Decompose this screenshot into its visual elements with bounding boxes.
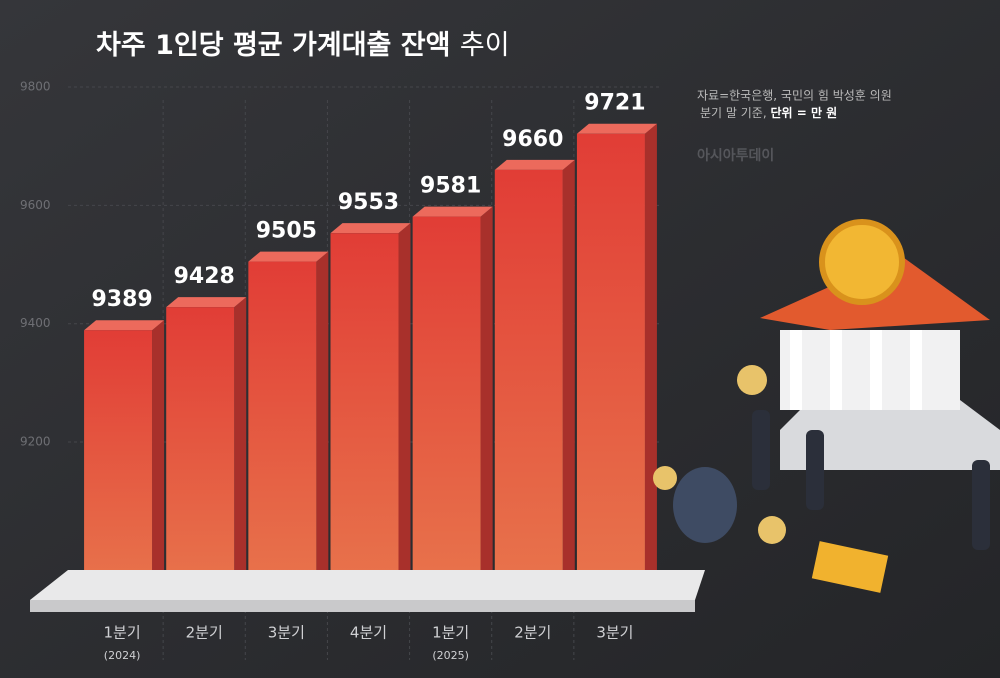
y-tick-label: 9400 [20, 316, 51, 330]
bar-top [166, 297, 247, 308]
bar-top [330, 223, 411, 234]
value-label: 9428 [174, 264, 235, 289]
bar-side [480, 206, 493, 590]
bar-top [248, 251, 329, 262]
watermark: 아시아투데이 [697, 147, 774, 164]
bar-top [84, 320, 165, 331]
bar-side [152, 320, 165, 590]
wallet [811, 541, 889, 593]
x-tick-label: 1분기 [103, 624, 140, 642]
value-label: 9581 [420, 174, 481, 199]
bar [494, 169, 563, 591]
column [870, 330, 882, 410]
bar-top [494, 159, 575, 170]
x-tick-year: (2024) [104, 649, 141, 662]
bar [248, 261, 317, 590]
column [790, 330, 802, 410]
bar [84, 330, 153, 590]
coin [653, 466, 677, 490]
y-tick-label: 9800 [20, 80, 51, 94]
bar-side [398, 223, 411, 590]
x-tick-year: (2025) [432, 649, 469, 662]
value-label: 9389 [91, 287, 152, 312]
y-tick-label: 9600 [20, 198, 51, 212]
y-tick-label: 9200 [20, 435, 51, 449]
bank-base [780, 400, 1000, 470]
x-tick-label: 1분기 [432, 624, 469, 642]
bar-top [576, 123, 657, 134]
x-tick-label: 4분기 [350, 624, 387, 642]
value-label: 9660 [502, 127, 563, 152]
bar-side [562, 159, 575, 591]
bar [166, 307, 235, 590]
bar [576, 133, 645, 591]
platform-edge [30, 600, 695, 612]
coin [819, 219, 905, 305]
value-label: 9505 [256, 219, 317, 244]
x-tick-label: 2분기 [514, 624, 551, 642]
illustration [653, 219, 1000, 593]
note: 분기 말 기준, 단위 = 만 원 [700, 105, 837, 120]
bar-top [412, 206, 493, 217]
x-tick-label: 2분기 [186, 624, 223, 642]
x-tick-label: 3분기 [268, 624, 305, 642]
bar-side [316, 251, 329, 590]
bar [330, 233, 399, 590]
bar-side [644, 123, 657, 590]
value-label: 9553 [338, 190, 399, 215]
platform [30, 570, 705, 600]
column [910, 330, 922, 410]
coin [758, 516, 786, 544]
person [752, 410, 770, 490]
bar-side [234, 297, 247, 590]
column [830, 330, 842, 410]
person [806, 430, 824, 510]
value-label: 9721 [584, 91, 645, 116]
chart-title: 차주 1인당 평균 가계대출 잔액 추이 [96, 30, 510, 61]
money-bag [673, 467, 737, 543]
plot: 9200 9400 9600 9800 9389 9428 9505 9553 9581 9660… [20, 80, 660, 660]
source: 자료=한국은행, 국민의 힘 박성훈 의원 [697, 88, 892, 103]
bar [412, 216, 481, 590]
x-tick-label: 3분기 [596, 624, 633, 642]
person [972, 460, 990, 550]
coin [737, 365, 767, 395]
